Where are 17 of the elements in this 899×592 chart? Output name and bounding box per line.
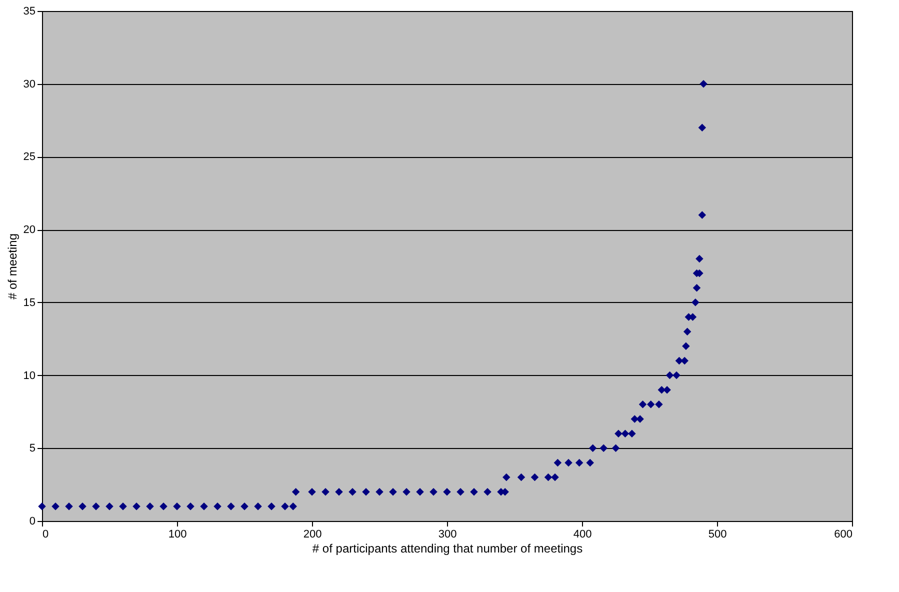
y-tick-label: 0: [29, 516, 36, 528]
y-tick-label: 15: [23, 296, 36, 309]
x-tick-label: 500: [708, 528, 727, 540]
y-tick-label: 35: [23, 6, 36, 18]
y-tick-label: 20: [23, 224, 36, 236]
y-tick-label: 25: [23, 151, 36, 164]
x-tick-label: 100: [168, 528, 187, 540]
x-tick-label: 600: [834, 528, 852, 540]
y-tick-label: 30: [23, 78, 36, 90]
y-tick-label: 10: [23, 370, 36, 382]
x-tick-label: 0: [42, 528, 49, 540]
y-axis-title: # of meeting: [5, 233, 20, 300]
x-tick-label: 200: [303, 528, 322, 540]
x-tick-label: 300: [438, 528, 457, 540]
x-tick-label: 400: [573, 528, 592, 540]
y-tick-label: 5: [29, 442, 36, 455]
x-axis-title: # of participants attending that number of meetings: [312, 542, 583, 556]
